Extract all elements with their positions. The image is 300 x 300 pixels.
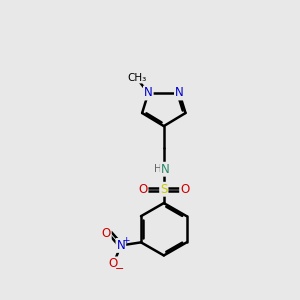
Text: −: − — [115, 263, 124, 274]
Text: H: H — [154, 164, 161, 174]
Text: N: N — [175, 86, 184, 100]
Text: O: O — [101, 226, 111, 240]
Text: N: N — [144, 86, 153, 100]
Text: +: + — [122, 236, 129, 244]
Text: N: N — [116, 239, 125, 252]
Text: S: S — [160, 183, 167, 196]
Text: O: O — [138, 183, 148, 196]
Text: O: O — [109, 257, 118, 270]
Text: CH₃: CH₃ — [127, 73, 146, 82]
Text: N: N — [161, 163, 170, 176]
Text: O: O — [180, 183, 189, 196]
